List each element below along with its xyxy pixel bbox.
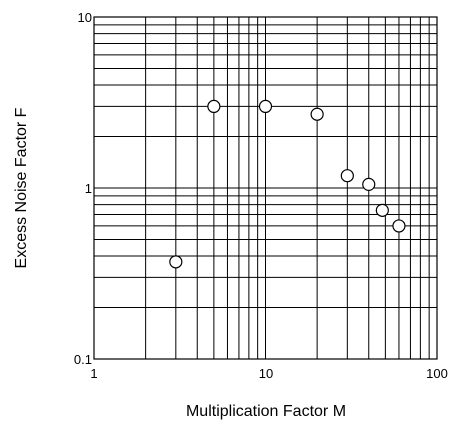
data-point-7 <box>375 203 389 217</box>
data-point-6 <box>362 177 376 191</box>
data-points <box>169 99 406 269</box>
data-point-8 <box>392 219 406 233</box>
y-tick-label-1: 1 <box>85 181 92 196</box>
data-point-2 <box>207 99 221 114</box>
x-tick-label-1: 1 <box>90 366 97 381</box>
y-tick-label-10: 10 <box>78 10 92 25</box>
x-tick-label-100: 100 <box>426 366 448 381</box>
x-tick-label-10: 10 <box>259 366 273 381</box>
y-tick-label-0.1: 0.1 <box>74 352 92 367</box>
data-point-4 <box>310 107 324 121</box>
data-point-1 <box>169 255 183 269</box>
x-axis-title: Multiplication Factor M <box>186 403 346 420</box>
y-axis-title: Excess Noise Factor F <box>13 107 30 268</box>
plot-frame <box>93 16 438 360</box>
data-point-5 <box>340 169 354 183</box>
grid <box>94 17 437 359</box>
data-point-3 <box>258 99 273 114</box>
